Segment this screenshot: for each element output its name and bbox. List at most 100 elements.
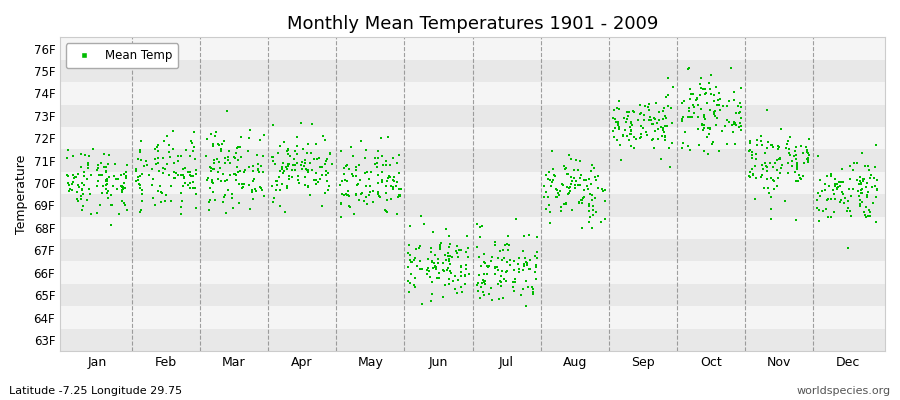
Point — [563, 188, 578, 194]
Point — [500, 247, 515, 254]
Point — [682, 108, 697, 114]
Point — [598, 197, 612, 204]
Point — [183, 172, 197, 178]
Point — [440, 267, 454, 274]
Point — [358, 155, 373, 162]
Point — [407, 282, 421, 288]
Point — [135, 171, 149, 177]
Point — [575, 200, 590, 206]
Point — [833, 198, 848, 205]
Point — [695, 122, 709, 128]
Point — [734, 123, 748, 129]
Point — [306, 156, 320, 162]
Point — [828, 196, 842, 202]
Point — [608, 115, 623, 122]
Point — [527, 253, 542, 259]
Point — [541, 176, 555, 182]
Point — [438, 256, 453, 263]
Point — [203, 168, 218, 174]
Point — [651, 126, 665, 132]
Point — [652, 108, 667, 115]
Point — [372, 193, 386, 199]
Point — [755, 172, 770, 178]
Point — [698, 90, 712, 97]
Point — [120, 162, 134, 168]
Point — [760, 107, 774, 114]
Point — [320, 155, 335, 162]
Point — [495, 257, 509, 264]
Point — [401, 242, 416, 249]
Point — [523, 257, 537, 263]
Point — [676, 140, 690, 146]
Point — [734, 104, 748, 110]
Point — [567, 185, 581, 192]
Point — [356, 198, 371, 204]
Point — [426, 229, 440, 236]
Point — [153, 183, 167, 189]
Point — [868, 218, 883, 225]
Point — [402, 280, 417, 286]
Point — [220, 176, 235, 183]
Point — [655, 124, 670, 131]
Point — [773, 125, 788, 132]
Point — [661, 92, 675, 98]
Point — [753, 132, 768, 139]
Point — [827, 190, 842, 197]
Point — [301, 168, 315, 175]
Point — [299, 166, 313, 172]
Point — [108, 176, 122, 182]
Point — [291, 177, 305, 184]
Point — [201, 175, 215, 181]
Point — [288, 167, 302, 173]
Point — [155, 190, 169, 196]
Point — [694, 75, 708, 81]
Point — [470, 221, 484, 227]
Point — [67, 175, 81, 181]
Point — [133, 185, 148, 192]
Point — [856, 176, 870, 182]
Point — [297, 157, 311, 163]
Point — [658, 123, 672, 129]
Point — [586, 203, 600, 210]
Point — [628, 136, 643, 142]
Point — [662, 144, 676, 151]
Point — [133, 156, 148, 163]
Point — [580, 186, 595, 192]
Point — [133, 207, 148, 214]
Point — [411, 244, 426, 251]
Point — [363, 189, 377, 195]
Point — [744, 148, 759, 155]
Point — [517, 233, 531, 240]
Point — [265, 154, 279, 160]
Point — [491, 267, 505, 273]
Point — [376, 162, 391, 168]
Point — [572, 182, 587, 188]
Point — [322, 150, 337, 156]
Point — [340, 192, 355, 198]
Point — [65, 187, 79, 193]
Point — [822, 182, 836, 189]
Point — [682, 104, 697, 111]
Point — [374, 169, 389, 176]
Point — [728, 141, 742, 147]
Point — [364, 169, 378, 176]
Point — [442, 257, 456, 264]
Point — [470, 244, 484, 251]
Point — [760, 145, 774, 152]
Point — [836, 191, 850, 197]
Point — [554, 204, 568, 210]
Point — [620, 132, 634, 139]
Point — [454, 263, 468, 270]
Point — [712, 102, 726, 108]
Point — [65, 181, 79, 187]
Point — [270, 182, 284, 188]
Point — [171, 153, 185, 160]
Point — [507, 288, 521, 294]
Point — [315, 132, 329, 139]
Point — [428, 251, 442, 258]
Point — [443, 241, 457, 247]
Point — [382, 162, 397, 168]
Point — [764, 206, 778, 212]
Point — [309, 177, 323, 184]
Point — [698, 148, 712, 154]
